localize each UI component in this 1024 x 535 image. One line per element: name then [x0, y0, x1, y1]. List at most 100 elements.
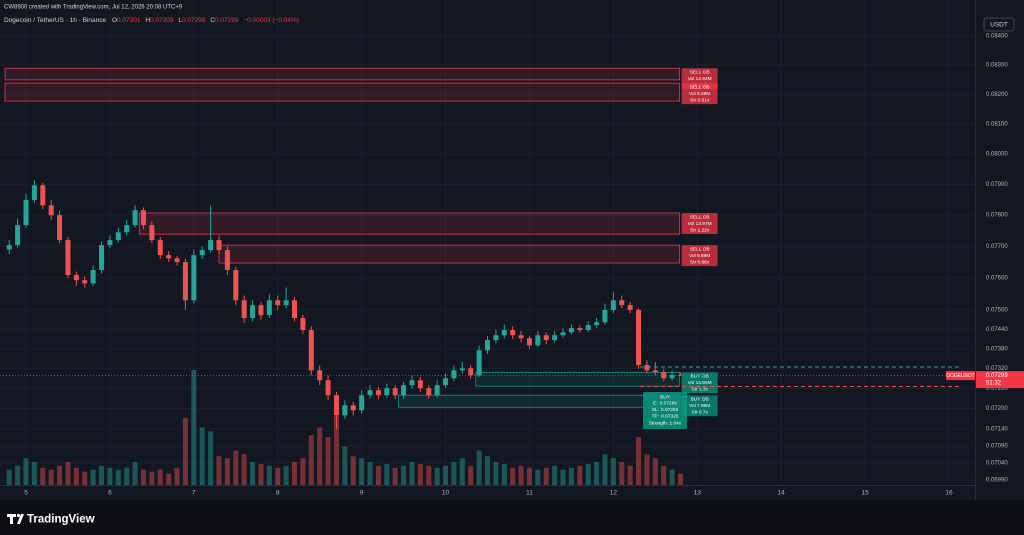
volume-bar	[602, 454, 608, 485]
volume-bar	[258, 463, 264, 485]
order-block-tag	[681, 372, 718, 394]
volume-bar	[451, 462, 457, 485]
volume-bar	[384, 463, 390, 485]
order-block-label: SELL OB	[690, 246, 710, 252]
signal-key: E:	[653, 401, 658, 407]
candle-body	[157, 240, 163, 256]
ohlc-value: 0.07299	[182, 17, 206, 24]
volume-bar	[459, 458, 465, 485]
volume-bar	[434, 467, 440, 485]
volume-bar	[426, 465, 432, 485]
candle-body	[560, 332, 566, 336]
volume-bar	[132, 462, 138, 485]
x-tick-label: 9	[360, 490, 364, 497]
signal-row: E: 0.07289	[653, 401, 677, 407]
candle-body	[510, 330, 516, 336]
order-block-tag	[681, 83, 718, 105]
symbol-tag: DOGEUSDT	[946, 373, 974, 379]
volume-bar	[610, 458, 616, 485]
volume-bar	[359, 458, 365, 485]
ohlc-key: L	[178, 17, 182, 24]
order-block	[218, 244, 681, 264]
y-tick-label: 0.07140	[986, 426, 1008, 432]
order-block-label: Str 1.22x	[690, 227, 710, 233]
candle-body	[166, 255, 172, 259]
volume-bar	[23, 458, 29, 485]
candle-body	[15, 225, 21, 246]
candle-body	[31, 185, 37, 201]
volume-layer	[6, 370, 683, 485]
volume-bar	[333, 416, 339, 485]
y-tick-label: 0.08200	[986, 92, 1008, 98]
order-block-tag	[681, 245, 718, 267]
volume-bar	[275, 467, 281, 485]
candle-body	[216, 240, 222, 251]
candle-body	[434, 385, 440, 396]
candle-body	[325, 380, 331, 396]
volume-bar	[401, 465, 407, 485]
candle-body	[610, 300, 616, 310]
candle-body	[476, 350, 482, 376]
currency-box[interactable]	[983, 17, 1015, 32]
candle-body	[669, 374, 675, 379]
order-block	[4, 67, 681, 81]
volume-bar	[677, 473, 683, 485]
volume-bar	[443, 465, 449, 485]
signal-row: TP: 0.07325	[652, 414, 679, 420]
order-block-label: Str 1.3x	[691, 387, 708, 393]
candle-body	[392, 388, 398, 396]
order-block-label: Str 0.81x	[690, 97, 710, 103]
candle-body	[140, 210, 146, 226]
volume-bar	[644, 454, 650, 485]
x-tick-label: 12	[610, 490, 618, 497]
volume-bar	[57, 465, 63, 485]
y-tick-label: 0.07900	[986, 182, 1008, 188]
volume-bar	[518, 465, 524, 485]
order-block-label: SELL OB	[690, 214, 710, 220]
volume-bar	[140, 469, 146, 485]
volume-bar	[594, 462, 600, 485]
candle-body	[485, 340, 490, 351]
order-block	[138, 212, 681, 235]
order-block-label: Vol 13.97M	[688, 221, 712, 227]
candle-body	[644, 365, 650, 371]
price-tag: 0.07299	[986, 373, 1008, 379]
volume-bar	[107, 467, 113, 485]
currency: USDT	[990, 22, 1008, 29]
candle-body	[568, 328, 574, 333]
candle-body	[308, 330, 314, 371]
y-tick-label: 0.08400	[986, 34, 1008, 40]
order-block-label: Vol 14.95M	[688, 380, 712, 386]
y-tick-label: 0.07200	[986, 406, 1008, 412]
volume-bar	[6, 469, 12, 485]
volume-bar	[585, 463, 591, 485]
volume-bar	[652, 458, 658, 485]
x-tick-label: 16	[945, 490, 953, 497]
volume-bar	[283, 465, 289, 485]
candle-body	[333, 395, 339, 416]
volume-bar	[250, 462, 256, 485]
volume-bar	[501, 463, 507, 485]
candle-body	[82, 280, 88, 284]
candle-body	[250, 305, 256, 319]
volume-bar	[476, 450, 482, 485]
ohlc-key: H	[145, 17, 150, 24]
volume-bar	[300, 458, 306, 485]
order-block-tag	[681, 212, 718, 234]
brand: TradingView	[27, 514, 95, 526]
order-block-label: SELL OB	[690, 84, 710, 90]
volume-bar	[535, 469, 541, 485]
candle-body	[199, 250, 205, 256]
y-tick-label: 0.07440	[986, 327, 1008, 333]
volume-bar	[627, 465, 633, 485]
signal-box	[643, 392, 687, 429]
candle-body	[535, 335, 541, 346]
volume-bar	[174, 467, 180, 485]
volume-bar	[241, 454, 247, 485]
candle-body	[543, 335, 549, 341]
candle-body	[384, 388, 390, 396]
volume-bar	[149, 471, 155, 485]
volume-bar	[669, 469, 675, 485]
order-block-label: Vol 14.94M	[688, 76, 712, 82]
